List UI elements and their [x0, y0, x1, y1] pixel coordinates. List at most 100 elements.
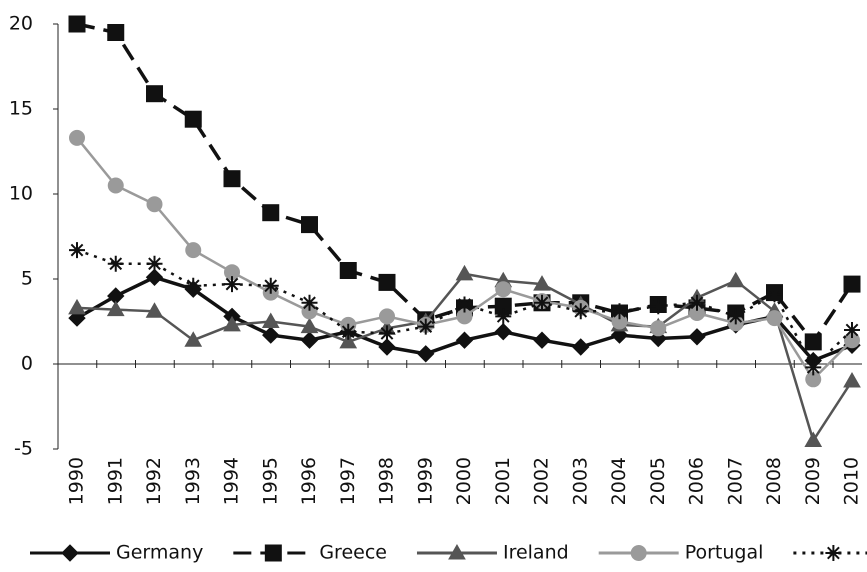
marker [262, 326, 280, 344]
marker [69, 129, 85, 146]
x-tick-label: 2008 [763, 457, 785, 505]
x-tick-label: 2006 [686, 457, 708, 505]
marker [185, 242, 202, 259]
x-tick-label: 2002 [531, 457, 553, 505]
series [68, 264, 861, 447]
marker [184, 110, 202, 128]
marker [766, 286, 783, 303]
x-tick-label: 2000 [453, 457, 475, 505]
x-tick-label: 1993 [182, 457, 204, 505]
y-tick-label: 15 [9, 98, 33, 120]
marker [456, 296, 473, 313]
x-tick-label: 1999 [414, 457, 436, 505]
y-tick-label: 0 [21, 353, 33, 375]
marker [379, 308, 395, 325]
x-tick-label: 2010 [841, 457, 863, 505]
marker [843, 371, 861, 388]
marker [262, 277, 279, 294]
series [69, 242, 860, 376]
legend-item: Germany [30, 542, 203, 564]
marker [804, 431, 823, 447]
marker [572, 338, 590, 356]
marker [61, 544, 79, 562]
marker [300, 317, 319, 334]
y-tick-label: 20 [9, 13, 33, 35]
marker [224, 276, 240, 293]
x-tick-label: 2007 [724, 457, 746, 505]
marker [688, 328, 706, 346]
x-tick-label: 2005 [647, 457, 669, 505]
x-tick-label: 1992 [143, 457, 165, 505]
marker [455, 264, 474, 281]
marker [146, 85, 163, 103]
legend-label: Germany [116, 542, 203, 564]
marker [843, 275, 861, 293]
marker [379, 325, 395, 342]
marker [495, 308, 512, 325]
marker [766, 310, 783, 327]
marker [68, 298, 86, 315]
y-tick-label: 5 [21, 268, 33, 290]
marker [417, 345, 435, 363]
marker [726, 271, 745, 288]
marker [146, 196, 163, 213]
marker [727, 308, 744, 325]
marker [378, 273, 396, 291]
marker [261, 312, 280, 328]
legend-item: Portugal [598, 542, 764, 564]
marker [184, 331, 203, 347]
marker [417, 318, 434, 335]
marker [223, 315, 241, 332]
marker [611, 303, 628, 320]
marker [223, 170, 241, 188]
marker [107, 255, 124, 272]
marker [301, 216, 318, 234]
marker [572, 303, 589, 320]
y-tick-label: 10 [9, 183, 33, 205]
x-tick-label: 2003 [569, 457, 591, 505]
marker [339, 262, 357, 279]
marker [185, 277, 202, 294]
x-tick-label: 1998 [376, 457, 398, 505]
marker [146, 255, 163, 272]
series [69, 129, 860, 388]
marker [262, 204, 280, 222]
y-tick-label: -5 [14, 438, 33, 460]
legend-item: Ireland [416, 542, 569, 564]
marker [455, 331, 474, 349]
marker [145, 302, 164, 318]
marker [340, 323, 357, 340]
legend-label: Portugal [685, 542, 764, 564]
marker [534, 294, 550, 311]
x-tick-label: 1994 [221, 457, 243, 505]
x-tick-label: 2001 [492, 457, 514, 505]
marker [378, 338, 396, 356]
x-tick-label: 1990 [66, 457, 88, 505]
legend-label: Greece [319, 542, 387, 564]
marker [533, 275, 551, 291]
legend-item: Greece [233, 542, 387, 564]
marker [68, 15, 86, 33]
marker [630, 545, 647, 561]
x-tick-label: 1995 [259, 457, 281, 505]
marker [300, 331, 319, 349]
marker [650, 320, 667, 337]
x-tick-label: 2009 [802, 457, 824, 505]
legend-label: Ireland [503, 542, 569, 564]
marker [106, 300, 125, 317]
marker [69, 242, 85, 259]
marker [494, 322, 512, 341]
marker [533, 331, 551, 349]
x-tick-label: 1996 [298, 457, 320, 505]
marker [689, 294, 705, 311]
x-tick-label: 1997 [337, 457, 359, 505]
marker [301, 294, 318, 311]
marker [844, 322, 860, 338]
x-tick-label: 1991 [104, 457, 126, 505]
marker [264, 544, 282, 562]
legend-item: Spain [793, 545, 867, 561]
marker [145, 268, 164, 287]
x-tick-label: 2004 [608, 457, 630, 505]
marker [339, 332, 358, 349]
